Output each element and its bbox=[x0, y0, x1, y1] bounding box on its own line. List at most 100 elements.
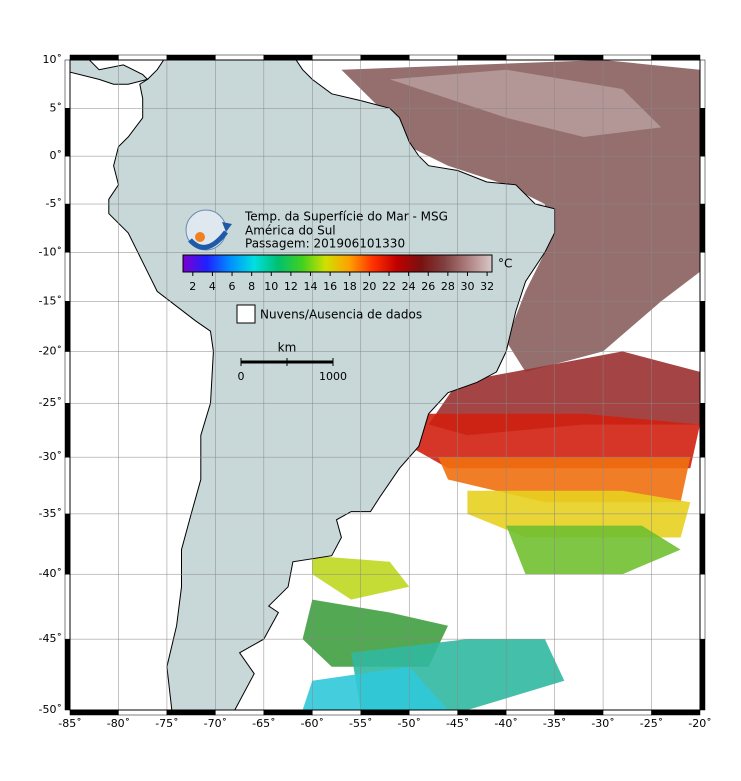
lon-label: -35˚ bbox=[543, 717, 566, 730]
lat-label: -25˚ bbox=[39, 396, 62, 409]
colorbar-label: 2 bbox=[189, 280, 196, 293]
frame-segment bbox=[408, 709, 458, 716]
frame-segment bbox=[699, 108, 706, 157]
frame-segment bbox=[312, 54, 362, 61]
frame-segment bbox=[64, 456, 71, 515]
frame-segment bbox=[166, 54, 216, 61]
lat-label: -40˚ bbox=[39, 567, 62, 580]
lat-label: -15˚ bbox=[39, 294, 62, 307]
frame-segment bbox=[651, 709, 701, 716]
lat-label: -20˚ bbox=[39, 344, 62, 357]
legend-label: Nuvens/Ausencia de dados bbox=[260, 308, 422, 322]
colorbar-label: 14 bbox=[304, 280, 318, 293]
land bbox=[70, 60, 149, 85]
frame-segment bbox=[699, 155, 706, 205]
frame-segment bbox=[602, 709, 652, 716]
colorbar-label: 6 bbox=[229, 280, 236, 293]
frame-segment bbox=[64, 301, 71, 352]
lon-label: -60˚ bbox=[301, 717, 324, 730]
colorbar-label: 30 bbox=[460, 280, 474, 293]
sst-patch bbox=[302, 666, 448, 710]
legend-swatch bbox=[236, 304, 256, 324]
lat-label: -5˚ bbox=[46, 197, 62, 210]
frame-segment bbox=[699, 638, 706, 711]
frame-segment bbox=[215, 54, 265, 61]
colorbar-label: 28 bbox=[441, 280, 455, 293]
inpe-logo bbox=[185, 209, 232, 251]
frame-segment bbox=[312, 709, 362, 716]
frame-border bbox=[69, 59, 701, 711]
colorbar-label: 10 bbox=[264, 280, 278, 293]
title-line: América do Sul bbox=[245, 224, 336, 238]
frame-segment bbox=[699, 351, 706, 404]
frame-segment bbox=[699, 456, 706, 515]
frame-segment bbox=[64, 203, 71, 253]
frame-segment bbox=[699, 252, 706, 302]
frame-segment bbox=[64, 513, 71, 575]
title-line: Passagem: 201906101330 bbox=[245, 237, 405, 251]
frame-segment bbox=[69, 54, 119, 61]
sst-patch bbox=[341, 60, 700, 372]
frame-segment bbox=[408, 54, 458, 61]
frame-segment bbox=[69, 709, 119, 716]
scale-label: 0 bbox=[238, 370, 245, 383]
frame-segment bbox=[457, 54, 507, 61]
frame-segment bbox=[118, 54, 168, 61]
colorbar bbox=[182, 254, 493, 273]
frame-segment bbox=[505, 54, 555, 61]
frame-segment bbox=[699, 402, 706, 458]
colorbar-label: 24 bbox=[402, 280, 416, 293]
colorbar-label: 22 bbox=[382, 280, 396, 293]
lon-label: -55˚ bbox=[349, 717, 372, 730]
frame-segment bbox=[166, 709, 216, 716]
frame-segment bbox=[64, 351, 71, 404]
lat-label: -35˚ bbox=[39, 507, 62, 520]
frame-segment bbox=[651, 54, 701, 61]
frame-segment bbox=[699, 513, 706, 575]
lon-label: -75˚ bbox=[155, 717, 178, 730]
frame-segment bbox=[64, 108, 71, 157]
colorbar-unit: °C bbox=[498, 257, 512, 271]
colorbar-label: 26 bbox=[421, 280, 435, 293]
colorbar-label: 12 bbox=[284, 280, 298, 293]
title-line: Temp. da Superfície do Mar - MSG bbox=[244, 210, 448, 224]
frame-segment bbox=[360, 709, 410, 716]
frame-segment bbox=[64, 638, 71, 711]
lon-label: -50˚ bbox=[397, 717, 420, 730]
frame-segment bbox=[699, 301, 706, 352]
lat-label: -10˚ bbox=[39, 245, 62, 258]
frame-segment bbox=[360, 54, 410, 61]
colorbar-label: 32 bbox=[480, 280, 494, 293]
lon-label: -30˚ bbox=[591, 717, 614, 730]
lon-label: -65˚ bbox=[252, 717, 275, 730]
lat-label: 5˚ bbox=[50, 101, 63, 114]
colorbar-label: 20 bbox=[362, 280, 376, 293]
scale-bar bbox=[240, 358, 334, 366]
colorbar-label: 18 bbox=[343, 280, 357, 293]
scale-unit: km bbox=[278, 341, 297, 355]
frame-segment bbox=[118, 709, 168, 716]
frame-segment bbox=[64, 573, 71, 640]
frame-segment bbox=[699, 59, 706, 109]
frame-segment bbox=[215, 709, 265, 716]
frame-segment bbox=[263, 709, 313, 716]
frame: -85˚ -80˚ -75˚ -70˚ -65˚ -60˚ -55˚ -50˚ -45˚ -40˚… bbox=[39, 53, 712, 730]
overlay: Temp. da Superfície do Mar - MSG América… bbox=[182, 209, 512, 383]
frame-segment bbox=[699, 203, 706, 253]
frame-segment bbox=[64, 59, 71, 109]
frame-segment bbox=[554, 709, 604, 716]
frame-segment bbox=[602, 54, 652, 61]
frame-segment bbox=[64, 155, 71, 205]
lat-label: -30˚ bbox=[39, 450, 62, 463]
lon-label: -70˚ bbox=[204, 717, 227, 730]
frame-segment bbox=[457, 709, 507, 716]
lon-label: -45˚ bbox=[446, 717, 469, 730]
scale-label: 1000 bbox=[319, 370, 347, 383]
lat-label: 0˚ bbox=[50, 149, 63, 162]
frame-segment bbox=[699, 573, 706, 640]
colorbar-label: 4 bbox=[209, 280, 216, 293]
sst-patch bbox=[506, 525, 681, 575]
lon-label: -80˚ bbox=[107, 717, 130, 730]
frame-segment bbox=[64, 252, 71, 302]
colorbar-label: 8 bbox=[248, 280, 255, 293]
